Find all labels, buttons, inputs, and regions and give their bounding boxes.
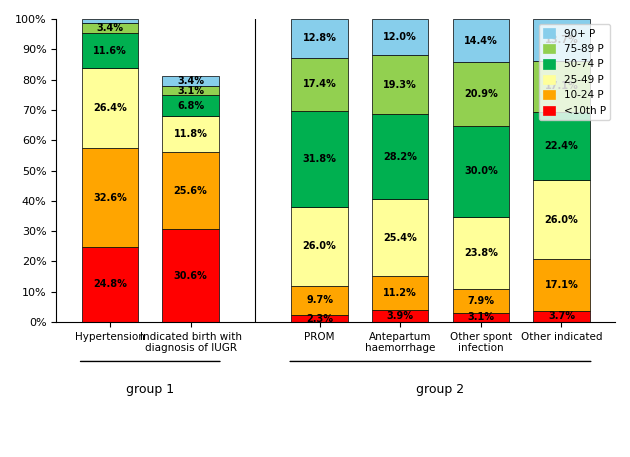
Text: 9.7%: 9.7% <box>306 295 333 305</box>
Text: 12.0%: 12.0% <box>383 32 417 42</box>
Text: 24.8%: 24.8% <box>93 280 127 289</box>
Text: 2.3%: 2.3% <box>306 314 333 324</box>
Bar <box>82 23 138 33</box>
Text: 7.9%: 7.9% <box>467 296 495 306</box>
Text: 26.0%: 26.0% <box>544 215 578 225</box>
Text: 20.9%: 20.9% <box>464 89 498 99</box>
Bar <box>533 259 590 311</box>
Bar <box>452 19 509 62</box>
Text: 3.1%: 3.1% <box>177 85 204 96</box>
Bar <box>82 33 138 68</box>
Text: 3.7%: 3.7% <box>548 312 575 321</box>
Bar <box>291 58 348 111</box>
Bar <box>372 55 428 114</box>
Bar <box>372 19 428 55</box>
Bar <box>163 229 219 322</box>
Text: 32.6%: 32.6% <box>93 192 127 202</box>
Legend: 90+ P, 75-89 P, 50-74 P, 25-49 P, 10-24 P, <10th P: 90+ P, 75-89 P, 50-74 P, 25-49 P, 10-24 … <box>539 24 610 120</box>
Bar <box>533 180 590 259</box>
Text: 26.0%: 26.0% <box>302 241 336 251</box>
Text: 11.2%: 11.2% <box>383 288 417 298</box>
Text: 31.8%: 31.8% <box>302 154 336 164</box>
Text: 19.3%: 19.3% <box>383 80 417 90</box>
Bar <box>82 148 138 247</box>
Text: 3.4%: 3.4% <box>177 76 204 86</box>
Text: 23.8%: 23.8% <box>464 248 498 258</box>
Bar <box>452 126 509 217</box>
Bar <box>533 19 590 60</box>
Bar <box>452 217 509 289</box>
Text: 3.1%: 3.1% <box>467 313 495 322</box>
Bar <box>291 315 348 322</box>
Text: 17.1%: 17.1% <box>544 81 578 91</box>
Bar <box>372 310 428 322</box>
Text: 22.4%: 22.4% <box>544 141 578 151</box>
Bar <box>452 313 509 322</box>
Bar <box>291 286 348 315</box>
Bar <box>291 111 348 207</box>
Text: 25.6%: 25.6% <box>174 186 207 196</box>
Text: 11.6%: 11.6% <box>93 46 127 55</box>
Bar <box>163 76 219 86</box>
Text: 28.2%: 28.2% <box>383 152 417 162</box>
Bar <box>163 86 219 96</box>
Text: group 1: group 1 <box>126 383 175 396</box>
Bar <box>533 311 590 322</box>
Text: 13.7%: 13.7% <box>544 35 578 45</box>
Bar <box>163 152 219 229</box>
Text: 3.9%: 3.9% <box>387 311 414 321</box>
Text: 6.8%: 6.8% <box>177 101 204 111</box>
Text: group 2: group 2 <box>416 383 464 396</box>
Bar <box>82 247 138 322</box>
Bar <box>533 112 590 180</box>
Bar <box>452 289 509 313</box>
Text: 17.1%: 17.1% <box>544 280 578 290</box>
Bar <box>533 60 590 112</box>
Bar <box>291 207 348 286</box>
Bar <box>291 19 348 58</box>
Bar <box>82 19 138 23</box>
Text: 17.4%: 17.4% <box>302 79 336 89</box>
Bar <box>82 68 138 148</box>
Text: 11.8%: 11.8% <box>174 129 207 139</box>
Bar <box>372 114 428 199</box>
Text: 12.8%: 12.8% <box>302 33 336 43</box>
Text: 3.4%: 3.4% <box>96 23 123 33</box>
Bar <box>452 62 509 126</box>
Text: 26.4%: 26.4% <box>93 103 127 113</box>
Text: 14.4%: 14.4% <box>464 36 498 46</box>
Text: 30.0%: 30.0% <box>464 166 498 176</box>
Text: 30.6%: 30.6% <box>174 271 207 281</box>
Bar <box>372 199 428 276</box>
Bar <box>372 276 428 310</box>
Bar <box>163 116 219 152</box>
Bar <box>163 96 219 116</box>
Text: 25.4%: 25.4% <box>383 233 417 243</box>
